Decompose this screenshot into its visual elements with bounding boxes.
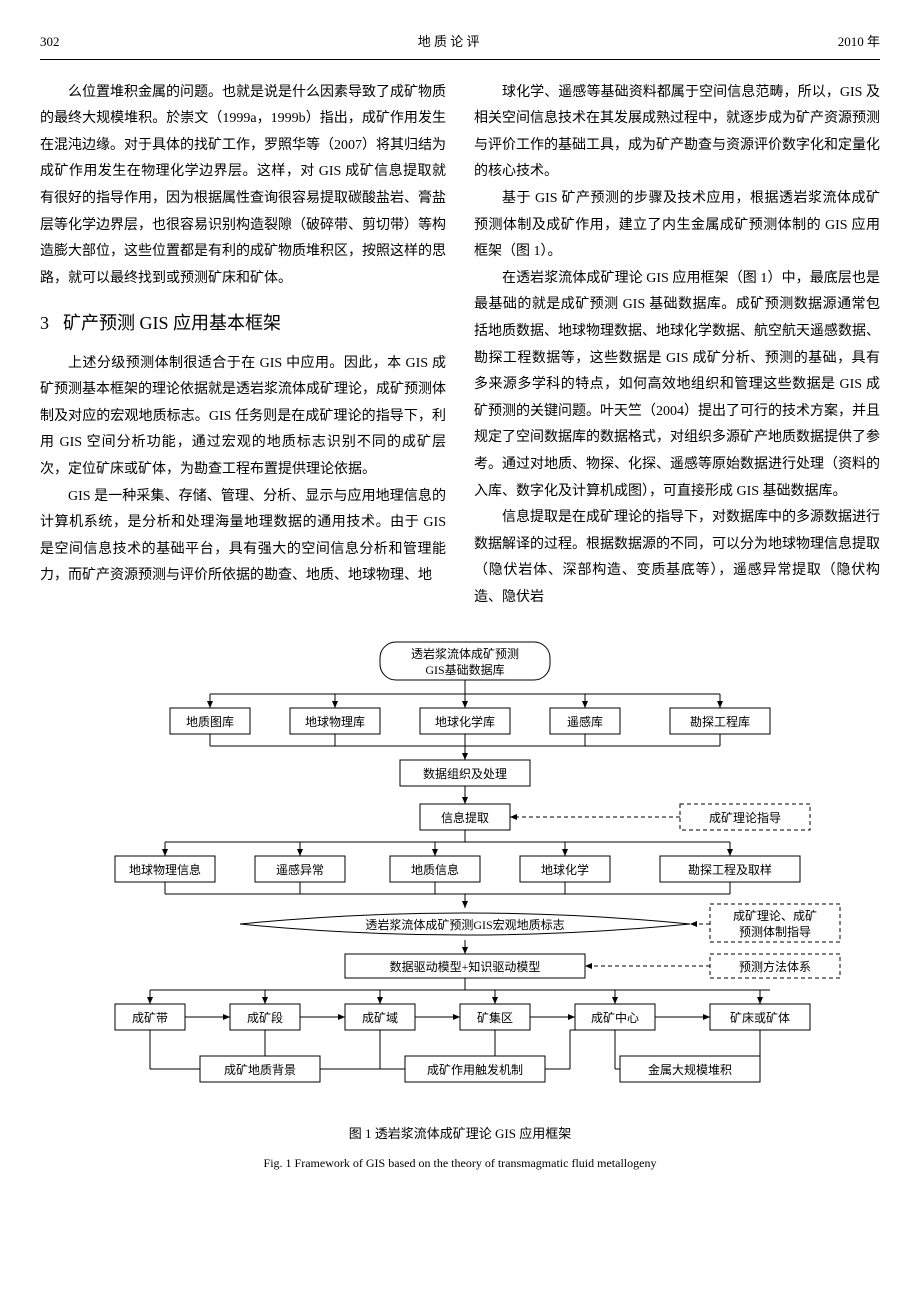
node-top-line2: GIS基础数据库	[425, 662, 504, 677]
svg-text:遥感异常: 遥感异常	[276, 862, 324, 877]
svg-text:成矿段: 成矿段	[247, 1010, 283, 1025]
figure-caption-cn: 图 1 透岩浆流体成矿理论 GIS 应用框架	[40, 1122, 880, 1147]
svg-text:勘探工程库: 勘探工程库	[690, 714, 750, 729]
row1: 地质图库 地球物理库 地球化学库 遥感库 勘探工程库	[170, 694, 770, 734]
flowchart-svg: 透岩浆流体成矿预测 GIS基础数据库 地质图库 地球物理库 地球化学库 遥感库 …	[70, 636, 850, 1116]
svg-text:遥感库: 遥感库	[567, 714, 603, 729]
section-number: 3	[40, 313, 49, 333]
svg-text:透岩浆流体成矿预测GIS宏观地质标志: 透岩浆流体成矿预测GIS宏观地质标志	[365, 917, 564, 932]
figure-1: 透岩浆流体成矿预测 GIS基础数据库 地质图库 地球物理库 地球化学库 遥感库 …	[40, 636, 880, 1175]
svg-text:地球物理库: 地球物理库	[305, 714, 365, 729]
svg-text:预测体制指导: 预测体制指导	[739, 924, 811, 939]
svg-text:矿集区: 矿集区	[477, 1010, 513, 1025]
svg-text:地质信息: 地质信息	[411, 862, 459, 877]
paragraph: 上述分级预测体制很适合于在 GIS 中应用。因此，本 GIS 成矿预测基本框架的…	[40, 351, 446, 484]
svg-text:地球物理信息: 地球物理信息	[129, 862, 201, 877]
svg-text:金属大规模堆积: 金属大规模堆积	[648, 1062, 732, 1077]
paragraph: 信息提取是在成矿理论的指导下，对数据库中的多源数据进行数据解译的过程。根据数据源…	[474, 505, 880, 611]
svg-text:成矿中心: 成矿中心	[591, 1010, 639, 1025]
paragraph: 么位置堆积金属的问题。也就是说是什么因素导致了成矿物质的最终大规模堆积。於崇文（…	[40, 80, 446, 293]
svg-text:地球化学: 地球化学	[541, 862, 589, 877]
body-text: 么位置堆积金属的问题。也就是说是什么因素导致了成矿物质的最终大规模堆积。於崇文（…	[40, 80, 880, 612]
svg-text:矿床或矿体: 矿床或矿体	[730, 1011, 790, 1025]
row3: 成矿带 成矿段 成矿域 矿集区 成矿中心 矿床或矿体	[115, 990, 810, 1030]
paragraph: 球化学、遥感等基础资料都属于空间信息范畴，所以，GIS 及相关空间信息技术在其发…	[474, 80, 880, 186]
svg-text:数据组织及处理: 数据组织及处理	[423, 766, 507, 781]
paragraph: GIS 是一种采集、存储、管理、分析、显示与应用地理信息的计算机系统，是分析和处…	[40, 484, 446, 590]
figure-caption-en: Fig. 1 Framework of GIS based on the the…	[40, 1152, 880, 1175]
svg-text:地质图库: 地质图库	[186, 714, 234, 729]
section-title: 矿产预测 GIS 应用基本框架	[63, 313, 281, 333]
svg-text:成矿域: 成矿域	[362, 1011, 398, 1025]
paragraph: 基于 GIS 矿产预测的步骤及技术应用，根据透岩浆流体成矿预测体制及成矿作用，建…	[474, 186, 880, 266]
svg-text:预测方法体系: 预测方法体系	[739, 959, 811, 974]
paragraph: 在透岩浆流体成矿理论 GIS 应用框架（图 1）中，最底层也是最基础的就是成矿预…	[474, 266, 880, 505]
row4: 成矿地质背景 成矿作用触发机制 金属大规模堆积	[150, 1030, 760, 1082]
svg-text:地球化学库: 地球化学库	[435, 714, 495, 729]
journal-title: 地 质 论 评	[418, 30, 480, 55]
svg-text:成矿带: 成矿带	[132, 1011, 168, 1025]
row2: 地球物理信息 遥感异常 地质信息 地球化学 勘探工程及取样	[115, 842, 800, 882]
svg-text:成矿作用触发机制: 成矿作用触发机制	[427, 1062, 523, 1077]
svg-text:成矿理论指导: 成矿理论指导	[709, 810, 781, 825]
year: 2010 年	[838, 30, 880, 55]
svg-text:信息提取: 信息提取	[441, 810, 489, 825]
svg-text:成矿理论、成矿: 成矿理论、成矿	[733, 909, 817, 923]
svg-text:数据驱动模型+知识驱动模型: 数据驱动模型+知识驱动模型	[390, 959, 541, 974]
page-number: 302	[40, 30, 60, 55]
svg-text:成矿地质背景: 成矿地质背景	[224, 1063, 296, 1077]
page-header: 302 地 质 论 评 2010 年	[40, 30, 880, 60]
section-heading: 3 矿产预测 GIS 应用基本框架	[40, 306, 446, 340]
node-top-line1: 透岩浆流体成矿预测	[411, 646, 519, 661]
svg-text:勘探工程及取样: 勘探工程及取样	[688, 862, 772, 877]
